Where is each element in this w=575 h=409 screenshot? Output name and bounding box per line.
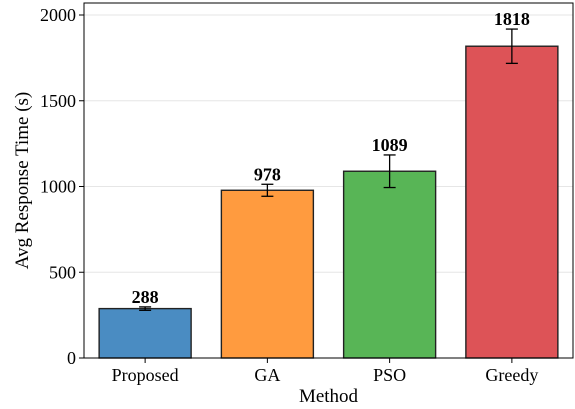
data-labels: 288 978 1089 1818 (132, 9, 530, 307)
x-tick-label: PSO (373, 365, 406, 385)
x-tick-label: Greedy (485, 365, 538, 385)
data-label-proposed: 288 (132, 287, 159, 307)
x-axis-title: Method (299, 386, 359, 407)
y-tick-label: 1000 (40, 177, 76, 197)
y-tick-label: 500 (49, 262, 76, 282)
plot-frame (83, 2, 574, 359)
y-tick-label: 0 (67, 348, 76, 368)
y-tick-label: 1500 (40, 91, 76, 111)
y-axis-ticks: 0 500 1000 1500 2000 (40, 5, 84, 368)
y-axis-title: Avg Response Time (s) (12, 92, 33, 270)
y-tick-label: 2000 (40, 5, 76, 25)
bars (98, 45, 559, 359)
error-bars (139, 28, 518, 311)
bar-ga (220, 189, 315, 359)
bar-pso (342, 170, 437, 359)
x-tick-label: Proposed (112, 365, 179, 385)
data-label-pso: 1089 (372, 135, 408, 155)
x-tick-label: GA (254, 365, 280, 385)
data-label-ga: 978 (254, 164, 281, 184)
bar-proposed (98, 307, 192, 359)
data-label-greedy: 1818 (494, 9, 530, 29)
x-axis-ticks: Proposed GA PSO Greedy (112, 358, 538, 385)
bar-greedy (465, 45, 559, 359)
